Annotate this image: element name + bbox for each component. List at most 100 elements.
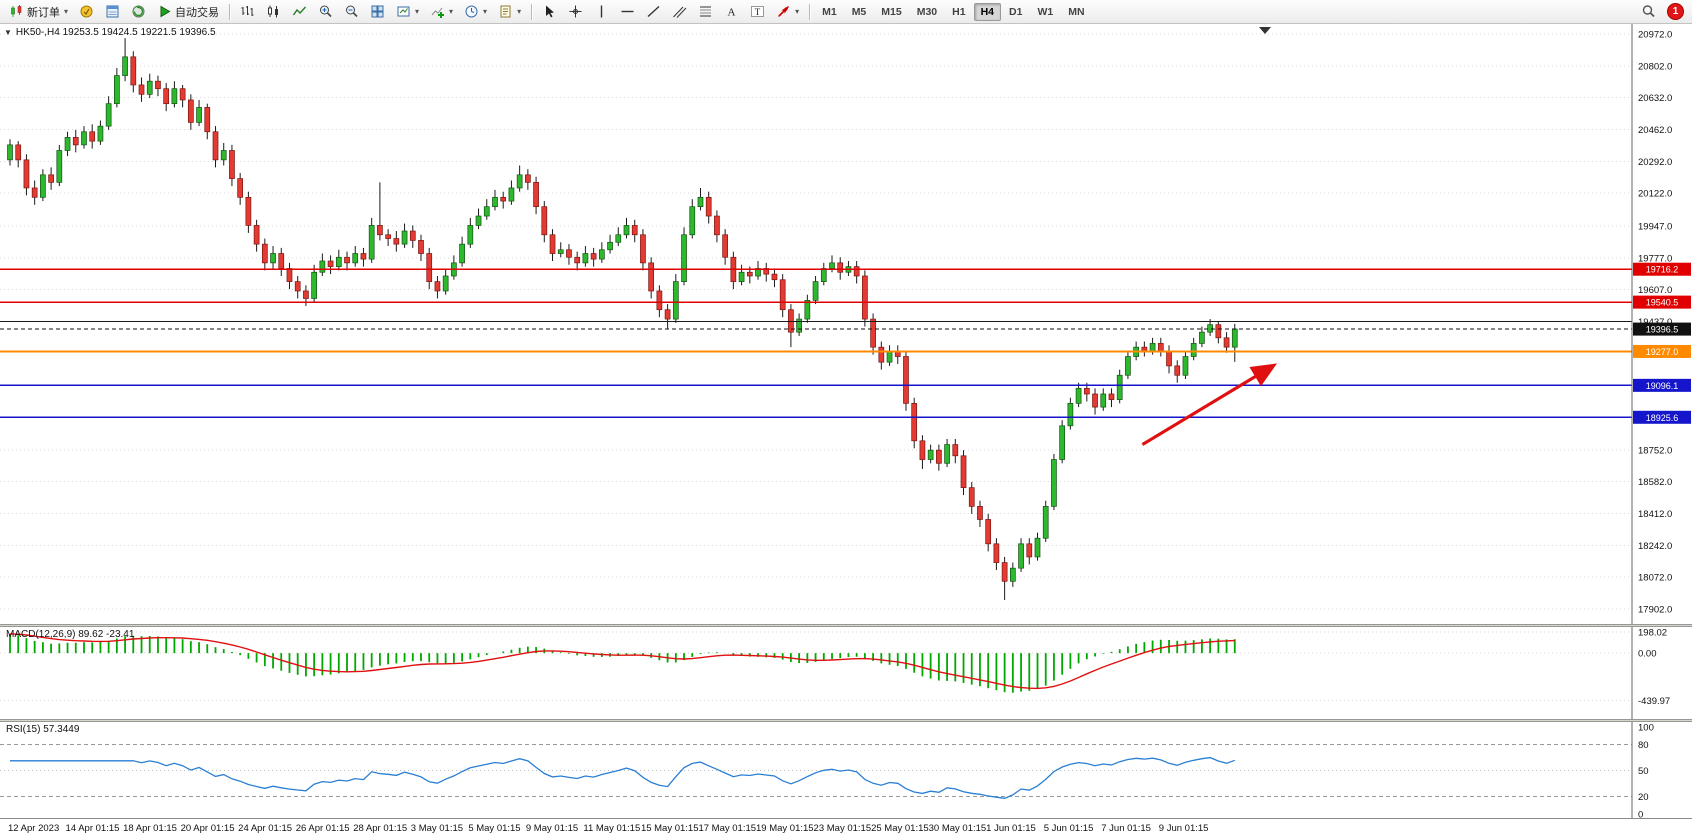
vertical-line-button[interactable]: [589, 1, 614, 22]
navigator-button[interactable]: [126, 1, 151, 22]
candlestick-chart[interactable]: 20972.0 20802.0 20632.0 20462.0 20292.0 20122…: [0, 24, 1692, 624]
data-window-icon: [106, 5, 119, 18]
svg-text:19396.5: 19396.5: [1646, 325, 1679, 335]
crosshair-icon: [569, 5, 582, 18]
periods-button[interactable]: ▾: [459, 1, 492, 22]
rsi-line: [10, 756, 1236, 799]
macd-signal-line: [9, 633, 1235, 690]
time-label: 23 May 01:15: [813, 823, 872, 834]
timeframe-w1[interactable]: W1: [1037, 5, 1054, 18]
timeframe-d1[interactable]: D1: [1009, 5, 1023, 18]
horizontal-line-icon: [621, 10, 634, 13]
macd-chart[interactable]: 198.02 0.00 -439.97: [0, 627, 1692, 719]
templates-button[interactable]: ▾: [493, 1, 526, 22]
auto-arrange-button[interactable]: ▾: [391, 1, 424, 22]
trendline-icon: [647, 5, 660, 18]
timeframe-mn[interactable]: MN: [1068, 5, 1085, 18]
cursor-icon: [546, 5, 555, 18]
caret-down-icon: ▾: [449, 7, 454, 16]
search-icon: [1642, 5, 1655, 18]
chart-header: ▼ HK50-,H4 19253.5 19424.5 19221.5 19396…: [4, 27, 216, 38]
toolbar-separator: [531, 3, 533, 20]
periods-clock-icon: [465, 5, 478, 18]
time-label: 17 May 01:15: [698, 823, 757, 834]
text-label-icon: T: [751, 6, 765, 17]
panel-splitter[interactable]: [0, 719, 1692, 722]
notification-badge[interactable]: 1: [1667, 3, 1684, 20]
svg-text:18582.0: 18582.0: [1638, 477, 1672, 488]
bar-chart-button[interactable]: [235, 1, 260, 22]
zoom-out-icon: [346, 5, 358, 18]
text-button[interactable]: A: [719, 1, 744, 22]
svg-text:18072.0: 18072.0: [1638, 573, 1672, 584]
svg-text:19607.0: 19607.0: [1638, 285, 1672, 296]
time-label: 5 Jun 01:15: [1043, 823, 1094, 834]
time-label: 1 Jun 01:15: [986, 823, 1036, 834]
timeframe-m5[interactable]: M5: [851, 5, 867, 18]
crosshair-button[interactable]: [563, 1, 588, 22]
autotrade-play-icon: [160, 5, 171, 18]
timeframe-m30[interactable]: M30: [916, 5, 938, 18]
svg-text:19437.0: 19437.0: [1638, 317, 1672, 328]
svg-text:20122.0: 20122.0: [1638, 189, 1672, 200]
zoom-in-button[interactable]: [313, 1, 338, 22]
autotrade-button[interactable]: 自动交易: [152, 1, 224, 23]
panel-splitter[interactable]: [0, 624, 1692, 627]
time-label: 7 Jun 01:15: [1101, 823, 1151, 834]
svg-text:19540.5: 19540.5: [1646, 298, 1679, 308]
candle-chart-icon: [268, 5, 279, 18]
search-button[interactable]: [1636, 1, 1661, 22]
caret-down-icon: ▾: [64, 7, 69, 16]
candles: [7, 38, 1238, 601]
time-label: 28 Apr 01:15: [353, 823, 408, 834]
rsi-panel[interactable]: RSI(15) 57.3449 100 80 50 20 0: [0, 722, 1692, 818]
time-axis[interactable]: 12 Apr 2023 14 Apr 01:15 18 Apr 01:15 20 Ap…: [0, 818, 1692, 838]
caret-down-icon: ▾: [415, 7, 420, 16]
timeframe-m15[interactable]: M15: [881, 5, 902, 18]
svg-text:17902.0: 17902.0: [1638, 605, 1672, 616]
svg-text:18412.0: 18412.0: [1638, 509, 1672, 520]
channel-button[interactable]: [667, 1, 692, 22]
data-window-button[interactable]: [100, 1, 125, 22]
horizontal-line-button[interactable]: [615, 1, 640, 22]
price-gridlines: 20972.0 20802.0 20632.0 20462.0 20292.0 20122…: [0, 30, 1672, 616]
svg-text:19947.0: 19947.0: [1638, 221, 1672, 232]
cursor-button[interactable]: [537, 1, 562, 22]
chart-menu-triangle-icon[interactable]: ▼: [4, 28, 12, 37]
arrow-shape-icon: [778, 6, 789, 17]
time-label: 3 May 01:15: [410, 823, 464, 834]
arrows-shapes-button[interactable]: ▾: [771, 1, 804, 22]
svg-text:20: 20: [1638, 792, 1649, 803]
candle-chart-button[interactable]: [261, 1, 286, 22]
svg-text:T: T: [755, 7, 761, 17]
svg-text:0.00: 0.00: [1638, 649, 1657, 660]
time-label: 19 May 01:15: [756, 823, 814, 834]
toolbar-separator: [229, 3, 231, 20]
zoom-out-button[interactable]: [339, 1, 364, 22]
svg-text:20292.0: 20292.0: [1638, 157, 1672, 168]
macd-panel[interactable]: MACD(12,26,9) 89.62 -23.41 198.02 0.00 -43…: [0, 627, 1692, 719]
timeframe-h1[interactable]: H1: [952, 5, 966, 18]
fibonacci-button[interactable]: [693, 1, 718, 22]
timeframe-h4[interactable]: H4: [973, 2, 1002, 21]
channel-icon: [673, 6, 687, 18]
svg-text:100: 100: [1638, 723, 1654, 734]
line-chart-button[interactable]: [287, 1, 312, 22]
rsi-chart[interactable]: 100 80 50 20 0: [0, 722, 1692, 818]
tile-windows-button[interactable]: [365, 1, 390, 22]
time-label: 18 Apr 01:15: [123, 823, 177, 834]
timeframe-m1[interactable]: M1: [822, 5, 837, 18]
text-label-button[interactable]: T: [745, 1, 770, 22]
horizontal-levels: 19716.2 19540.5 19396.5 19277.0 19096.1 18925…: [0, 262, 1691, 424]
market-watch-button[interactable]: [74, 1, 99, 22]
time-label: 9 Jun 01:15: [1158, 823, 1209, 834]
toolbar: 新订单 ▾ 自动交易: [0, 0, 1692, 24]
main-chart-panel[interactable]: ▼ HK50-,H4 19253.5 19424.5 19221.5 19396…: [0, 24, 1692, 624]
trendline-button[interactable]: [641, 1, 666, 22]
new-order-button[interactable]: 新订单 ▾: [4, 1, 73, 23]
svg-text:198.02: 198.02: [1638, 627, 1667, 638]
indicators-button[interactable]: ▾: [425, 1, 458, 22]
time-label: 26 Apr 01:15: [295, 823, 350, 834]
svg-text:20632.0: 20632.0: [1638, 93, 1672, 104]
